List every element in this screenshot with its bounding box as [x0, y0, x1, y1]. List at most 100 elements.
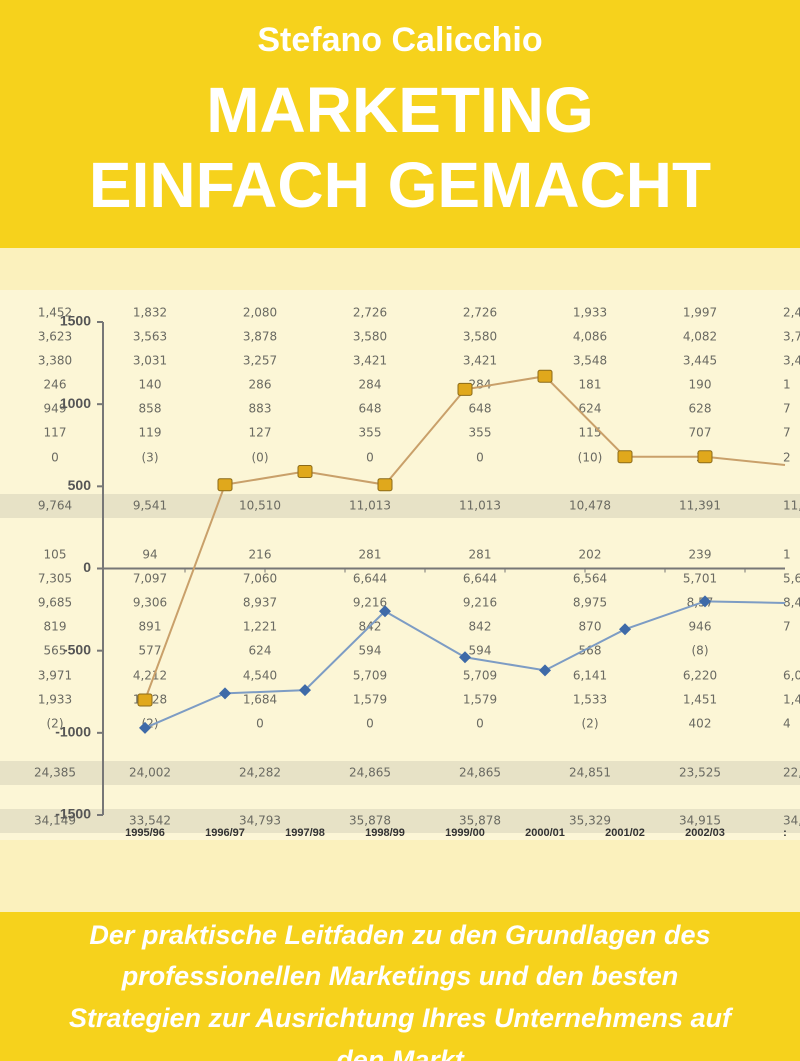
table-cell: 281 [469, 548, 492, 562]
table-cell: 1,451 [683, 693, 717, 707]
table-cell: 6,644 [463, 572, 497, 586]
table-cell: 2,080 [243, 306, 277, 320]
marker [619, 623, 631, 636]
table-cell: 6,141 [573, 669, 607, 683]
table-cell: 6,220 [683, 669, 717, 683]
table-cell: 0 [366, 717, 374, 731]
x-tick-label: 1998/99 [365, 827, 405, 839]
table-cell: (2) [582, 717, 599, 731]
row-highlight [0, 761, 800, 785]
table-cell: 9,541 [133, 499, 167, 513]
table-cell: 216 [249, 548, 272, 562]
chart: -1500 -1000 -500 0 500 1000 1500 1995/96 1996/97… [55, 313, 787, 839]
table-cell: 181 [579, 378, 602, 392]
marker [137, 693, 153, 707]
table-cell: 3,380 [38, 354, 72, 368]
table-cell: 0 [476, 451, 484, 465]
x-tick-label: 2000/01 [525, 827, 565, 839]
y-tick-label: -500 [63, 641, 91, 657]
table-cell: 628 [689, 402, 712, 416]
y-tick-label: 1500 [60, 313, 91, 329]
table-cell: 24,282 [239, 766, 281, 780]
table-cell: 9,764 [38, 499, 72, 513]
table-cell: 35,878 [349, 814, 391, 828]
table-cell: 5,709 [353, 669, 387, 683]
table-cell: 3,421 [463, 354, 497, 368]
table-cell: 3,563 [133, 330, 167, 344]
table-cell: 119 [139, 426, 162, 440]
table-cell: 5,701 [683, 572, 717, 586]
y-tick-label: 0 [83, 559, 91, 575]
table-cell: 1,533 [573, 693, 607, 707]
table-cell: 11,5 [783, 499, 800, 513]
table-cell: 3,971 [38, 669, 72, 683]
table-cell: 7,305 [38, 572, 72, 586]
table-cell: 246 [44, 378, 67, 392]
table-cell: 34,915 [679, 814, 721, 828]
table-cell: 24,851 [569, 766, 611, 780]
table-cell: 115 [579, 426, 602, 440]
table-cell: 891 [139, 620, 162, 634]
table-cell: 190 [689, 378, 712, 392]
marker [217, 478, 233, 492]
table-cell: 0 [366, 451, 374, 465]
table-cell: 1,579 [463, 693, 497, 707]
table-cell: 9,685 [38, 596, 72, 610]
table-cell: 3,445 [683, 354, 717, 368]
table-cell: 7 [783, 402, 791, 416]
marker [299, 684, 311, 697]
table-cell: 286 [249, 378, 272, 392]
table-cell: 3,421 [353, 354, 387, 368]
table-cell: 594 [469, 644, 492, 658]
table-cell: 2,4 [783, 306, 800, 320]
author: Stefano Calicchio [257, 21, 542, 59]
marker [139, 721, 151, 734]
y-tick-label: 500 [68, 477, 92, 493]
row-highlight [0, 494, 800, 518]
x-tick-label: 1995/96 [125, 827, 165, 839]
table-cell: 127 [249, 426, 272, 440]
table-cell: 22,8 [783, 766, 800, 780]
marker [697, 450, 713, 464]
table-cell: 565 [44, 644, 67, 658]
table-cell: 9,216 [463, 596, 497, 610]
marker [457, 382, 473, 396]
table-cell: 4,212 [133, 669, 167, 683]
header-band [0, 0, 800, 248]
table-cell: 946 [689, 620, 712, 634]
table-cell: 594 [359, 644, 382, 658]
table-cell: 577 [139, 644, 162, 658]
table-cell: (2) [47, 717, 64, 731]
table-cell: 3,257 [243, 354, 277, 368]
x-tick-label: 2002/03 [685, 827, 725, 839]
table-cell: 1,579 [353, 693, 387, 707]
footer-band [0, 912, 800, 1061]
table-cell: 624 [579, 402, 602, 416]
table-cell: 105 [44, 548, 67, 562]
table-cell: 3,580 [463, 330, 497, 344]
table-cell: 648 [359, 402, 382, 416]
table-cell: 24,865 [459, 766, 501, 780]
subtitle-line: professionellen Marketings und den beste… [121, 961, 679, 991]
table: 1,452 1,832 2,080 2,726 2,726 1,933 1,997 2,4 3,… [34, 306, 800, 828]
table-cell: 7,060 [243, 572, 277, 586]
table-cell: 140 [139, 378, 162, 392]
table-cell: 819 [44, 620, 67, 634]
marker [219, 687, 231, 700]
table-cell: 3,031 [133, 354, 167, 368]
table-cell: 11,013 [459, 499, 501, 513]
marker [537, 369, 553, 383]
table-cell: 281 [359, 548, 382, 562]
table-cell: 3,7 [783, 330, 800, 344]
table-cell: 8,937 [243, 596, 277, 610]
table-cell: (10) [578, 451, 603, 465]
table-cell: 648 [469, 402, 492, 416]
table-cell: 239 [689, 548, 712, 562]
table-cell: (8) [692, 644, 709, 658]
table-cell: 4,082 [683, 330, 717, 344]
table-cell: 7,097 [133, 572, 167, 586]
table-cell: 949 [44, 402, 67, 416]
marker [297, 465, 313, 479]
